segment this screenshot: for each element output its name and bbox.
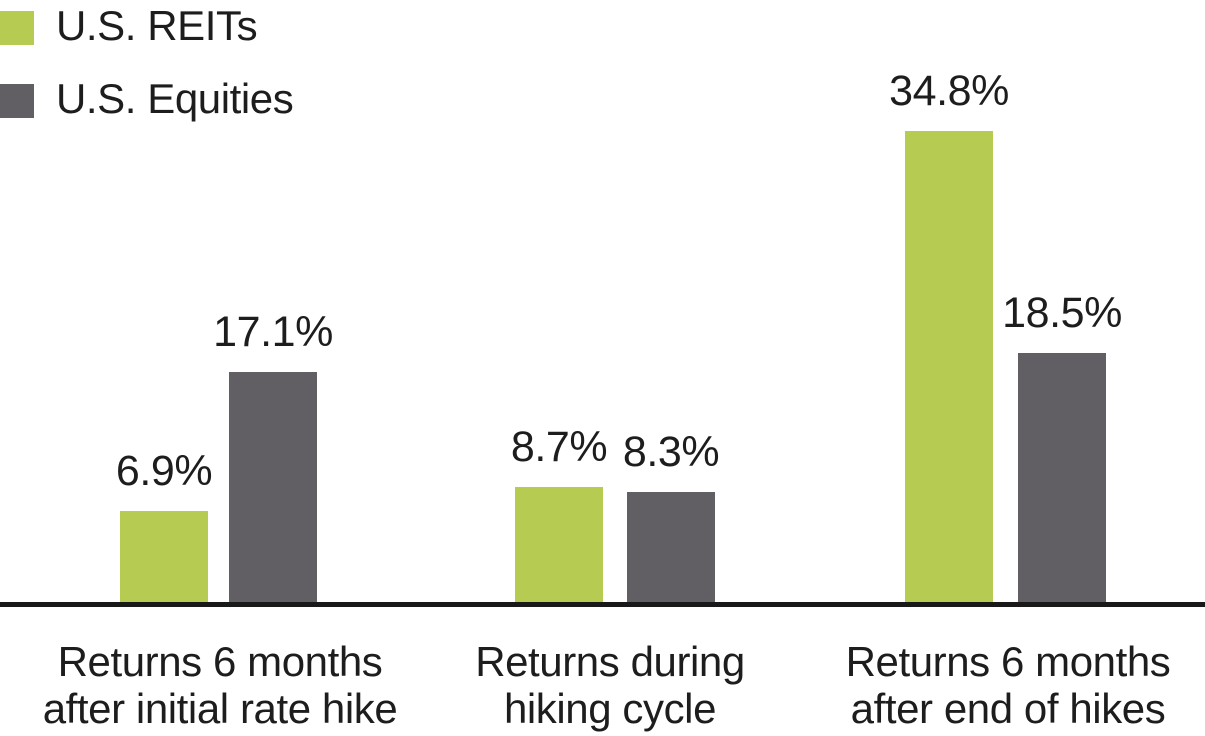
category-label-line: Returns 6 months xyxy=(845,638,1171,685)
category-label-line: after initial rate hike xyxy=(42,685,398,732)
category-label-group-2: Returns during hiking cycle xyxy=(475,638,745,732)
value-label-us-reits-group-1: 6.9% xyxy=(115,447,213,495)
legend-item-us-reits: U.S. REITs xyxy=(0,5,293,51)
bar-us-equities-group-2 xyxy=(627,491,715,605)
category-label-line: Returns during xyxy=(475,638,745,685)
bar-us-equities-group-3 xyxy=(1018,353,1106,605)
category-label-line: after end of hikes xyxy=(850,685,1166,732)
value-label-us-equities-group-2: 8.3% xyxy=(622,427,720,476)
legend-item-us-equities: U.S. Equities xyxy=(0,75,294,124)
bar-us-reits-group-1 xyxy=(120,511,208,605)
legend: U.S. REITs U.S. Equities xyxy=(0,5,294,151)
category-label-line: hiking cycle xyxy=(503,685,717,732)
x-axis-line xyxy=(0,602,1205,607)
category-label-group-3: Returns 6 months after end of hikes xyxy=(846,638,1171,732)
value-label-us-equities-group-1: 17.1% xyxy=(213,308,333,357)
legend-swatch-us-equities xyxy=(0,84,34,118)
bar-us-reits-group-3 xyxy=(905,131,993,605)
value-label-us-equities-group-3: 18.5% xyxy=(1002,289,1122,337)
category-label-group-1: Returns 6 months after initial rate hike xyxy=(43,638,398,732)
bar-us-reits-group-2 xyxy=(515,486,603,605)
bar-us-equities-group-1 xyxy=(229,372,317,605)
value-label-us-reits-group-2: 8.7% xyxy=(510,422,608,471)
category-label-line: Returns 6 months xyxy=(57,638,383,685)
legend-label-us-equities: U.S. Equities xyxy=(56,75,294,122)
value-label-us-reits-group-3: 34.8% xyxy=(889,67,1009,115)
legend-label-us-reits: U.S. REITs xyxy=(56,2,258,49)
legend-swatch-us-reits xyxy=(0,11,34,45)
